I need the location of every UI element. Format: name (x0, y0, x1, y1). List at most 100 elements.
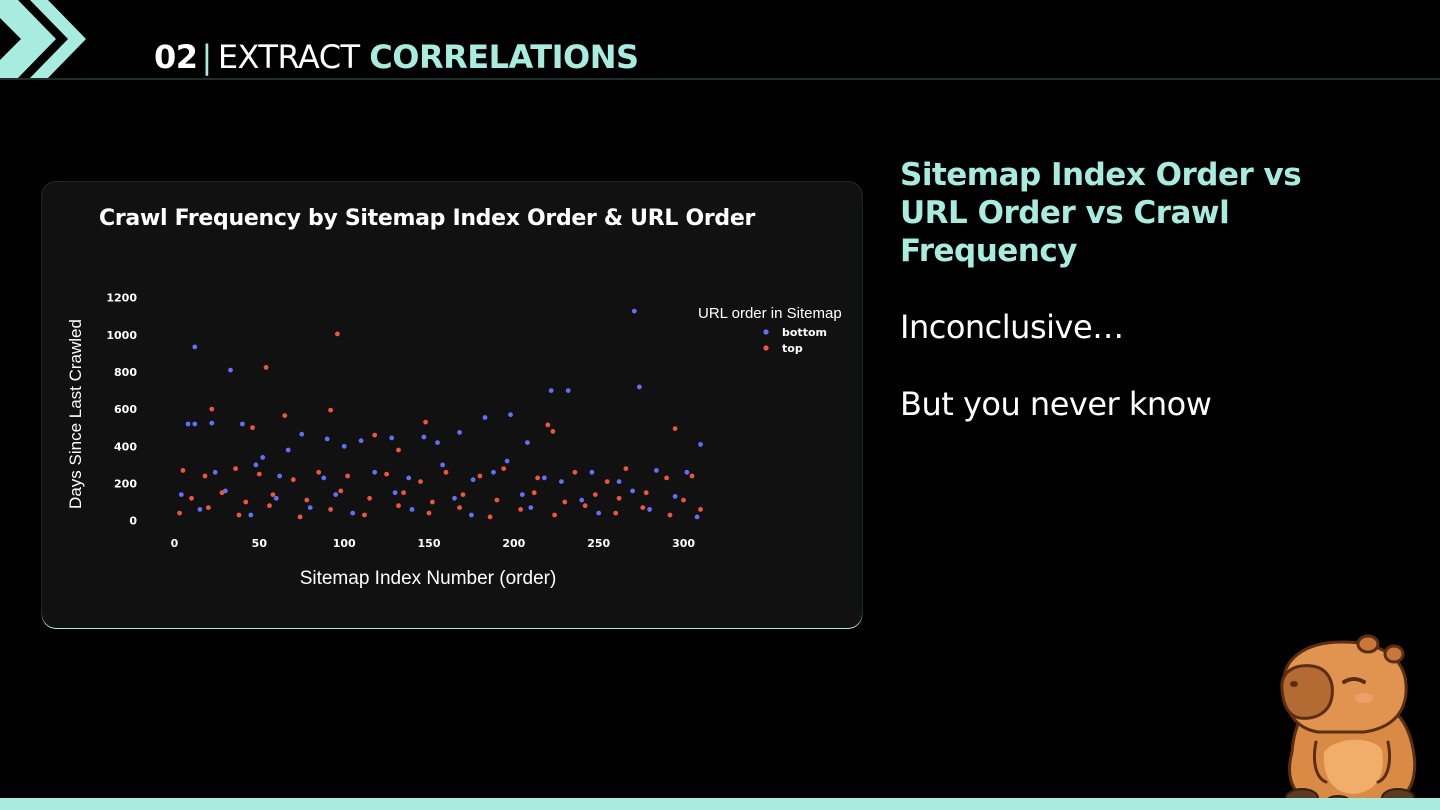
scatter-point-bottom (631, 308, 637, 314)
scatter-point-bottom (248, 512, 254, 518)
scatter-point-top (189, 495, 194, 501)
scatter-point-bottom (212, 469, 218, 475)
scatter-point-top (304, 497, 310, 503)
scatter-point-top (613, 510, 619, 516)
x-tick-label: 300 (672, 537, 695, 550)
scatter-point-top (443, 469, 449, 475)
footer-accent-bar (0, 798, 1440, 810)
scatter-point-bottom (672, 494, 678, 499)
scatter-point-top (177, 510, 183, 516)
scatter-point-bottom (178, 492, 184, 497)
scatter-point-top (256, 471, 262, 477)
scatter-point-bottom (579, 497, 585, 503)
scatter-point-top (681, 497, 686, 503)
scatter-point-top (477, 473, 483, 479)
scatter-chart: 0 200 400 600 800 1000 1200 0 50 100 150 200 250 300… (66, 292, 842, 589)
scatter-point-top (243, 499, 249, 505)
scatter-point-top (423, 419, 428, 425)
scatter-point-bottom (684, 469, 690, 475)
scatter-point-top (640, 505, 646, 510)
scatter-point-top (535, 475, 540, 481)
scatter-point-top (372, 432, 378, 438)
scatter-point-bottom (409, 507, 415, 512)
scatter-point-top (367, 495, 372, 501)
scatter-point-top (698, 507, 703, 512)
scatter-point-top (263, 365, 269, 370)
y-tick-label: 800 (114, 366, 137, 379)
scatter-point-bottom (548, 388, 554, 393)
scatter-point-top (418, 479, 423, 484)
scatter-point-bottom (452, 495, 457, 501)
scatter-point-bottom (637, 384, 642, 390)
scatter-point-bottom (528, 505, 534, 510)
scatter-point-top (180, 468, 186, 473)
scatter-point-top (384, 471, 389, 477)
scatter-point-bottom (647, 507, 652, 512)
scatter-point-bottom (277, 473, 283, 479)
x-axis-label: Sitemap Index Number (order) (300, 568, 557, 589)
scatter-point-bottom (525, 440, 530, 445)
y-tick-label: 200 (114, 477, 137, 490)
scatter-point-top (396, 447, 401, 453)
scatter-point-top (401, 490, 406, 496)
scatter-point-bottom (392, 490, 398, 496)
scatter-point-bottom (285, 447, 291, 453)
chevron-logo-icon (0, 0, 86, 78)
scatter-point-top (604, 479, 610, 484)
scatter-point-top (545, 422, 551, 428)
x-tick-label: 50 (252, 537, 268, 550)
scatter-point-bottom (350, 510, 356, 516)
scatter-point-bottom (372, 469, 378, 475)
y-tick-label: 1200 (106, 292, 137, 305)
y-tick-label: 1000 (106, 329, 137, 342)
scatter-point-bottom (358, 438, 364, 444)
scatter-point-top (362, 512, 367, 518)
scatter-point-top (487, 514, 493, 520)
scatter-point-top (494, 497, 500, 503)
scatter-point-top (338, 488, 344, 494)
scatter-point-top (335, 331, 340, 337)
scatter-point-top (316, 469, 322, 475)
scatter-point-bottom (470, 477, 476, 483)
scatter-point-bottom (565, 388, 571, 393)
scatter-point-bottom (324, 436, 330, 442)
scatter-point-top (290, 477, 296, 483)
scatter-point-top (297, 514, 303, 520)
scatter-point-top (328, 507, 333, 512)
legend-entry-bottom: bottom (782, 326, 827, 339)
scatter-point-top (250, 425, 255, 431)
scatter-point-bottom (406, 475, 412, 481)
scatter-point-top (623, 466, 629, 471)
legend-title: URL order in Sitemap (698, 305, 842, 322)
legend-entry-top: top (782, 342, 803, 355)
scatter-point-bottom (389, 435, 395, 441)
scatter-point-top (267, 503, 272, 509)
scatter-point-top (562, 499, 568, 505)
y-tick-label: 0 (129, 515, 137, 528)
scatter-point-bottom (307, 505, 313, 510)
scatter-point-bottom (333, 492, 339, 497)
title-separator: | (201, 38, 213, 76)
scatter-point-bottom (596, 510, 602, 516)
scatter-point-top (518, 507, 523, 512)
scatter-point-top (572, 469, 578, 475)
scatter-point-top (460, 492, 466, 497)
scatter-point-top (396, 503, 401, 509)
scatter-point-top (592, 492, 598, 497)
scatter-point-bottom (491, 469, 496, 475)
scatter-point-top (531, 490, 537, 496)
title-accent-word: CORRELATIONS (369, 38, 639, 76)
scatter-point-bottom (260, 455, 266, 460)
scatter-point-top (689, 473, 695, 479)
scatter-point-top (209, 406, 215, 412)
scatter-point-top (430, 499, 435, 505)
scatter-point-top (233, 466, 239, 471)
scatter-point-bottom (654, 468, 659, 473)
scatter-point-bottom (253, 462, 259, 468)
scatter-point-top (457, 505, 462, 510)
scatter-point-bottom (504, 458, 510, 464)
scatter-point-bottom (508, 412, 513, 418)
scatter-point-bottom (321, 475, 327, 481)
x-tick-label: 100 (333, 537, 356, 550)
scatter-point-bottom (209, 420, 215, 426)
